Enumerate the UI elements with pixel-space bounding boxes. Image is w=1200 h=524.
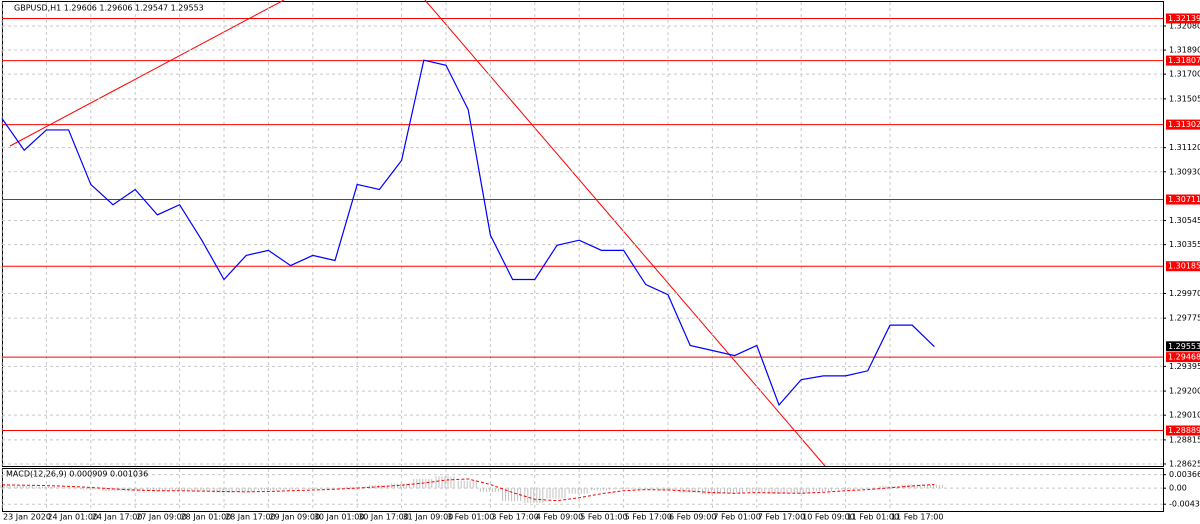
y-tick-label: 1.30545 (1169, 216, 1200, 225)
x-tick-label: 24 Jan 17:00 (92, 513, 143, 522)
x-tick-label: 31 Jan 09:00 (403, 513, 454, 522)
y-tick-label: 1.31505 (1169, 94, 1200, 103)
y-tick-label: -0.004358 (1169, 500, 1200, 509)
x-tick-label: 24 Jan 01:00 (47, 513, 98, 522)
level-label: 1.32139 (1168, 14, 1200, 23)
price-panel (2, 1, 1164, 467)
y-tick-label: 0.003662 (1169, 470, 1200, 479)
y-tick-label: 1.29775 (1169, 314, 1200, 323)
y-tick-label: 1.31700 (1169, 70, 1200, 79)
level-label: 1.31807 (1168, 56, 1200, 65)
x-tick-label: 7 Feb 17:00 (758, 513, 805, 522)
x-tick-label: 11 Feb 17:00 (891, 513, 943, 522)
level-label-box (1166, 13, 1200, 24)
x-tick-label: 5 Feb 17:00 (625, 513, 672, 522)
level-label: 1.30185 (1168, 262, 1200, 271)
x-tick-label: 3 Feb 01:00 (447, 513, 494, 522)
level-label-box (1166, 261, 1200, 272)
x-tick-label: 30 Jan 01:00 (314, 513, 365, 522)
y-tick-label: 1.28625 (1169, 459, 1200, 468)
trend-line (424, 0, 826, 467)
x-tick-label: 30 Jan 17:00 (358, 513, 409, 522)
y-tick-label: 1.30930 (1169, 167, 1200, 176)
last-price-box (1166, 341, 1200, 352)
x-tick-label: 28 Jan 17:00 (225, 513, 276, 522)
y-tick-label: 1.29010 (1169, 411, 1200, 420)
level-label-box (1166, 425, 1200, 436)
x-tick-label: 28 Jan 01:00 (181, 513, 232, 522)
last-price-label: 1.29553 (1168, 342, 1200, 351)
x-tick-label: 4 Feb 09:00 (536, 513, 583, 522)
chart-title: GBPUSD,H1 1.29606 1.29606 1.29547 1.2955… (14, 4, 204, 13)
x-tick-label: 5 Feb 01:00 (580, 513, 627, 522)
y-tick-label: 1.29395 (1169, 362, 1200, 371)
level-label-box (1166, 119, 1200, 130)
macd-title: MACD(12,26,9) 0.000909 0.001036 (6, 470, 148, 479)
x-tick-label: 3 Feb 17:00 (491, 513, 538, 522)
y-tick-label: 1.31890 (1169, 46, 1200, 55)
x-tick-label: 29 Jan 09:00 (269, 513, 320, 522)
x-tick-label: 11 Feb 01:00 (847, 513, 899, 522)
level-label: 1.28889 (1168, 426, 1200, 435)
x-tick-label: 7 Feb 01:00 (713, 513, 760, 522)
trend-line (9, 0, 285, 147)
level-label: 1.29468 (1168, 353, 1200, 362)
x-tick-label: 23 Jan 2020 (3, 513, 51, 522)
x-tick-label: 10 Feb 09:00 (802, 513, 854, 522)
y-tick-label: 1.28815 (1169, 435, 1200, 444)
x-tick-label: 6 Feb 09:00 (669, 513, 716, 522)
level-label-box (1166, 352, 1200, 363)
y-tick-label: 1.32080 (1169, 21, 1200, 30)
y-tick-label: 1.29200 (1169, 387, 1200, 396)
level-label: 1.31302 (1168, 120, 1200, 129)
y-tick-label: 1.31120 (1169, 143, 1200, 152)
price-line (1, 59, 935, 407)
level-label: 1.30711 (1168, 195, 1200, 204)
level-label-box (1166, 194, 1200, 205)
level-label-box (1166, 55, 1200, 66)
signal-line (1, 478, 935, 502)
y-tick-label: 1.30355 (1169, 240, 1200, 249)
x-tick-label: 27 Jan 09:00 (136, 513, 187, 522)
y-tick-label: 0.00 (1169, 484, 1187, 493)
y-tick-label: 1.29970 (1169, 289, 1200, 298)
